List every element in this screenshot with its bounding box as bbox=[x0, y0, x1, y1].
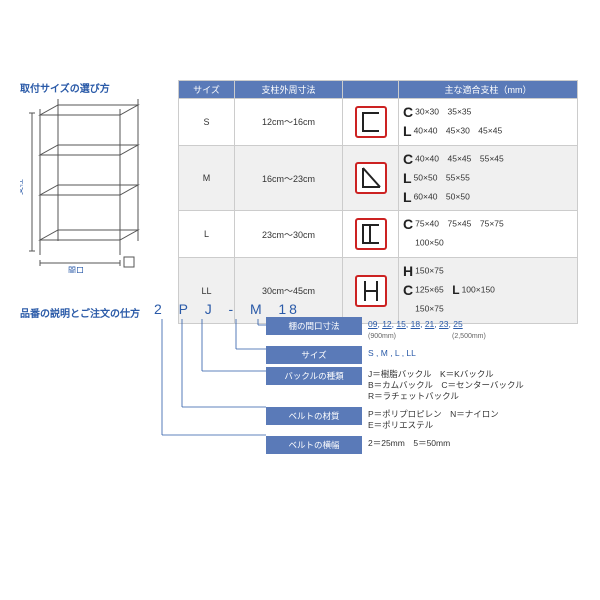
cell-range: 12cm〜16cm bbox=[235, 99, 343, 146]
th-fit: 主な適合支柱（mm） bbox=[399, 81, 578, 99]
th-range: 支柱外周寸法 bbox=[235, 81, 343, 99]
cell-size: L bbox=[179, 211, 235, 258]
desc-label: ベルトの材質 bbox=[266, 407, 362, 425]
th-icon bbox=[343, 81, 399, 99]
cell-fit: C75×40 75×45 75×75C100×50 bbox=[399, 211, 578, 258]
cell-range: 16cm〜23cm bbox=[235, 145, 343, 211]
code-bracket-lines bbox=[154, 319, 266, 469]
table-row: L23cm〜30cm C75×40 75×45 75×75C100×50 bbox=[179, 211, 578, 258]
desc-row: バックルの種類J＝樹脂バックル K＝KバックルB＝カムバックル C＝センターバッ… bbox=[266, 367, 580, 404]
cell-size: M bbox=[179, 145, 235, 211]
desc-label: ベルトの横幅 bbox=[266, 436, 362, 454]
product-code: 2 P J - M 18 bbox=[154, 301, 300, 317]
cell-size: S bbox=[179, 99, 235, 146]
table-row: S12cm〜16cm C30×30 35×35L40×40 45×30 45×45 bbox=[179, 99, 578, 146]
cell-icon bbox=[343, 211, 399, 258]
size-table: サイズ 支柱外周寸法 主な適合支柱（mm） S12cm〜16cm C30×30 3… bbox=[178, 80, 578, 324]
cell-icon bbox=[343, 99, 399, 146]
desc-row: ベルトの材質P＝ポリプロピレン N＝ナイロンE＝ポリエステル bbox=[266, 407, 580, 433]
desc-label: 棚の間口寸法 bbox=[266, 317, 362, 335]
desc-row: サイズS , M , L , LL bbox=[266, 346, 580, 364]
svg-text:支柱: 支柱 bbox=[20, 179, 24, 195]
desc-row: ベルトの横幅2＝25mm 5＝50mm bbox=[266, 436, 580, 454]
shelf-diagram: 支柱 間口 bbox=[20, 95, 152, 273]
cell-range: 23cm〜30cm bbox=[235, 211, 343, 258]
cell-icon bbox=[343, 145, 399, 211]
svg-text:間口: 間口 bbox=[68, 266, 84, 273]
desc-value: P＝ポリプロピレン N＝ナイロンE＝ポリエステル bbox=[362, 407, 580, 433]
desc-value: 2＝25mm 5＝50mm bbox=[362, 436, 580, 451]
th-size: サイズ bbox=[179, 81, 235, 99]
table-row: M16cm〜23cm C40×40 45×45 55×45L50×50 55×55… bbox=[179, 145, 578, 211]
cell-fit: C30×30 35×35L40×40 45×30 45×45 bbox=[399, 99, 578, 146]
desc-value: J＝樹脂バックル K＝KバックルB＝カムバックル C＝センターバックルR＝ラチェ… bbox=[362, 367, 580, 404]
desc-row: 棚の間口寸法09, 12, 15, 18, 21, 23, 25(900mm) … bbox=[266, 317, 580, 343]
desc-value: 09, 12, 15, 18, 21, 23, 25(900mm) (2,500… bbox=[362, 317, 580, 343]
cell-fit: C40×40 45×45 55×45L50×50 55×55L60×40 50×… bbox=[399, 145, 578, 211]
desc-value: S , M , L , LL bbox=[362, 346, 580, 361]
code-desc-table: 棚の間口寸法09, 12, 15, 18, 21, 23, 25(900mm) … bbox=[266, 317, 580, 457]
desc-label: バックルの種類 bbox=[266, 367, 362, 385]
desc-label: サイズ bbox=[266, 346, 362, 364]
